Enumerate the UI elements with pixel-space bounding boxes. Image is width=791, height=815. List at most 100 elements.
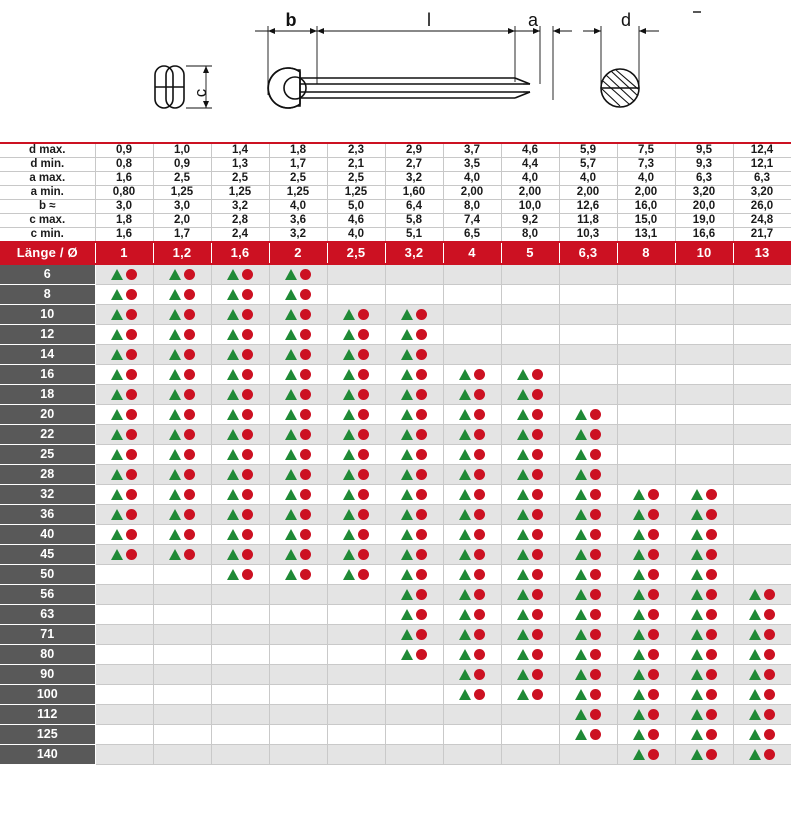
availability-cell-available[interactable] bbox=[210, 463, 270, 485]
availability-cell-available[interactable] bbox=[94, 523, 154, 545]
availability-cell-available[interactable] bbox=[500, 543, 560, 565]
availability-cell-available[interactable] bbox=[210, 563, 270, 585]
availability-cell-available[interactable] bbox=[442, 623, 502, 645]
availability-cell-available[interactable] bbox=[210, 403, 270, 425]
availability-cell-available[interactable] bbox=[558, 663, 618, 685]
availability-cell-available[interactable] bbox=[210, 363, 270, 385]
length-label[interactable]: 20 bbox=[0, 403, 96, 425]
availability-cell-available[interactable] bbox=[732, 663, 791, 685]
availability-cell-available[interactable] bbox=[442, 523, 502, 545]
availability-cell-available[interactable] bbox=[268, 563, 328, 585]
length-label[interactable]: 10 bbox=[0, 303, 96, 325]
availability-cell-available[interactable] bbox=[674, 583, 734, 605]
diameter-header-2-5[interactable]: 2,5 bbox=[326, 241, 386, 265]
length-label[interactable]: 16 bbox=[0, 363, 96, 385]
diameter-header-3-2[interactable]: 3,2 bbox=[384, 241, 444, 265]
availability-cell-available[interactable] bbox=[442, 383, 502, 405]
availability-cell-available[interactable] bbox=[384, 563, 444, 585]
availability-cell-available[interactable] bbox=[500, 523, 560, 545]
diameter-header-13[interactable]: 13 bbox=[732, 241, 791, 265]
availability-cell-available[interactable] bbox=[674, 603, 734, 625]
availability-cell-available[interactable] bbox=[616, 683, 676, 705]
availability-cell-available[interactable] bbox=[442, 603, 502, 625]
availability-cell-available[interactable] bbox=[558, 583, 618, 605]
diameter-header-1-6[interactable]: 1,6 bbox=[210, 241, 270, 265]
availability-cell-available[interactable] bbox=[210, 523, 270, 545]
availability-cell-available[interactable] bbox=[326, 343, 386, 365]
availability-cell-available[interactable] bbox=[268, 303, 328, 325]
availability-cell-available[interactable] bbox=[558, 623, 618, 645]
length-label[interactable]: 18 bbox=[0, 383, 96, 405]
availability-cell-available[interactable] bbox=[384, 323, 444, 345]
availability-cell-available[interactable] bbox=[384, 643, 444, 665]
availability-cell-available[interactable] bbox=[558, 643, 618, 665]
availability-cell-available[interactable] bbox=[152, 263, 212, 285]
availability-cell-available[interactable] bbox=[210, 443, 270, 465]
availability-cell-available[interactable] bbox=[152, 283, 212, 305]
availability-cell-available[interactable] bbox=[732, 723, 791, 745]
availability-cell-available[interactable] bbox=[442, 563, 502, 585]
availability-cell-available[interactable] bbox=[500, 643, 560, 665]
availability-cell-available[interactable] bbox=[326, 563, 386, 585]
availability-cell-available[interactable] bbox=[326, 303, 386, 325]
availability-cell-available[interactable] bbox=[268, 323, 328, 345]
availability-cell-available[interactable] bbox=[674, 563, 734, 585]
availability-cell-available[interactable] bbox=[616, 703, 676, 725]
availability-cell-available[interactable] bbox=[442, 503, 502, 525]
length-label[interactable]: 40 bbox=[0, 523, 96, 545]
availability-cell-available[interactable] bbox=[732, 583, 791, 605]
availability-cell-available[interactable] bbox=[152, 383, 212, 405]
availability-cell-available[interactable] bbox=[152, 463, 212, 485]
availability-cell-available[interactable] bbox=[558, 423, 618, 445]
availability-cell-available[interactable] bbox=[152, 523, 212, 545]
availability-cell-available[interactable] bbox=[326, 543, 386, 565]
availability-cell-available[interactable] bbox=[210, 343, 270, 365]
availability-cell-available[interactable] bbox=[326, 323, 386, 345]
availability-cell-available[interactable] bbox=[500, 563, 560, 585]
availability-cell-available[interactable] bbox=[94, 283, 154, 305]
diameter-header-2[interactable]: 2 bbox=[268, 241, 328, 265]
availability-cell-available[interactable] bbox=[732, 743, 791, 765]
availability-cell-available[interactable] bbox=[268, 483, 328, 505]
availability-cell-available[interactable] bbox=[384, 523, 444, 545]
availability-cell-available[interactable] bbox=[326, 503, 386, 525]
availability-cell-available[interactable] bbox=[500, 583, 560, 605]
availability-cell-available[interactable] bbox=[558, 523, 618, 545]
availability-cell-available[interactable] bbox=[210, 483, 270, 505]
availability-cell-available[interactable] bbox=[384, 603, 444, 625]
availability-cell-available[interactable] bbox=[326, 403, 386, 425]
availability-cell-available[interactable] bbox=[384, 383, 444, 405]
length-label[interactable]: 112 bbox=[0, 703, 96, 725]
length-label[interactable]: 45 bbox=[0, 543, 96, 565]
length-label[interactable]: 125 bbox=[0, 723, 96, 745]
availability-cell-available[interactable] bbox=[674, 723, 734, 745]
availability-cell-available[interactable] bbox=[616, 523, 676, 545]
availability-cell-available[interactable] bbox=[384, 623, 444, 645]
availability-cell-available[interactable] bbox=[268, 283, 328, 305]
availability-cell-available[interactable] bbox=[500, 503, 560, 525]
availability-cell-available[interactable] bbox=[558, 563, 618, 585]
availability-cell-available[interactable] bbox=[558, 483, 618, 505]
availability-cell-available[interactable] bbox=[268, 463, 328, 485]
availability-cell-available[interactable] bbox=[268, 343, 328, 365]
availability-cell-available[interactable] bbox=[268, 543, 328, 565]
availability-cell-available[interactable] bbox=[442, 463, 502, 485]
availability-cell-available[interactable] bbox=[442, 663, 502, 685]
length-label[interactable]: 12 bbox=[0, 323, 96, 345]
availability-cell-available[interactable] bbox=[94, 423, 154, 445]
availability-cell-available[interactable] bbox=[500, 683, 560, 705]
availability-cell-available[interactable] bbox=[384, 463, 444, 485]
availability-cell-available[interactable] bbox=[558, 463, 618, 485]
availability-cell-available[interactable] bbox=[500, 623, 560, 645]
availability-cell-available[interactable] bbox=[616, 643, 676, 665]
availability-cell-available[interactable] bbox=[152, 303, 212, 325]
availability-cell-available[interactable] bbox=[94, 383, 154, 405]
availability-cell-available[interactable] bbox=[732, 623, 791, 645]
availability-cell-available[interactable] bbox=[674, 543, 734, 565]
availability-cell-available[interactable] bbox=[268, 403, 328, 425]
availability-cell-available[interactable] bbox=[732, 643, 791, 665]
availability-cell-available[interactable] bbox=[558, 503, 618, 525]
availability-cell-available[interactable] bbox=[210, 543, 270, 565]
availability-cell-available[interactable] bbox=[152, 423, 212, 445]
availability-cell-available[interactable] bbox=[674, 523, 734, 545]
